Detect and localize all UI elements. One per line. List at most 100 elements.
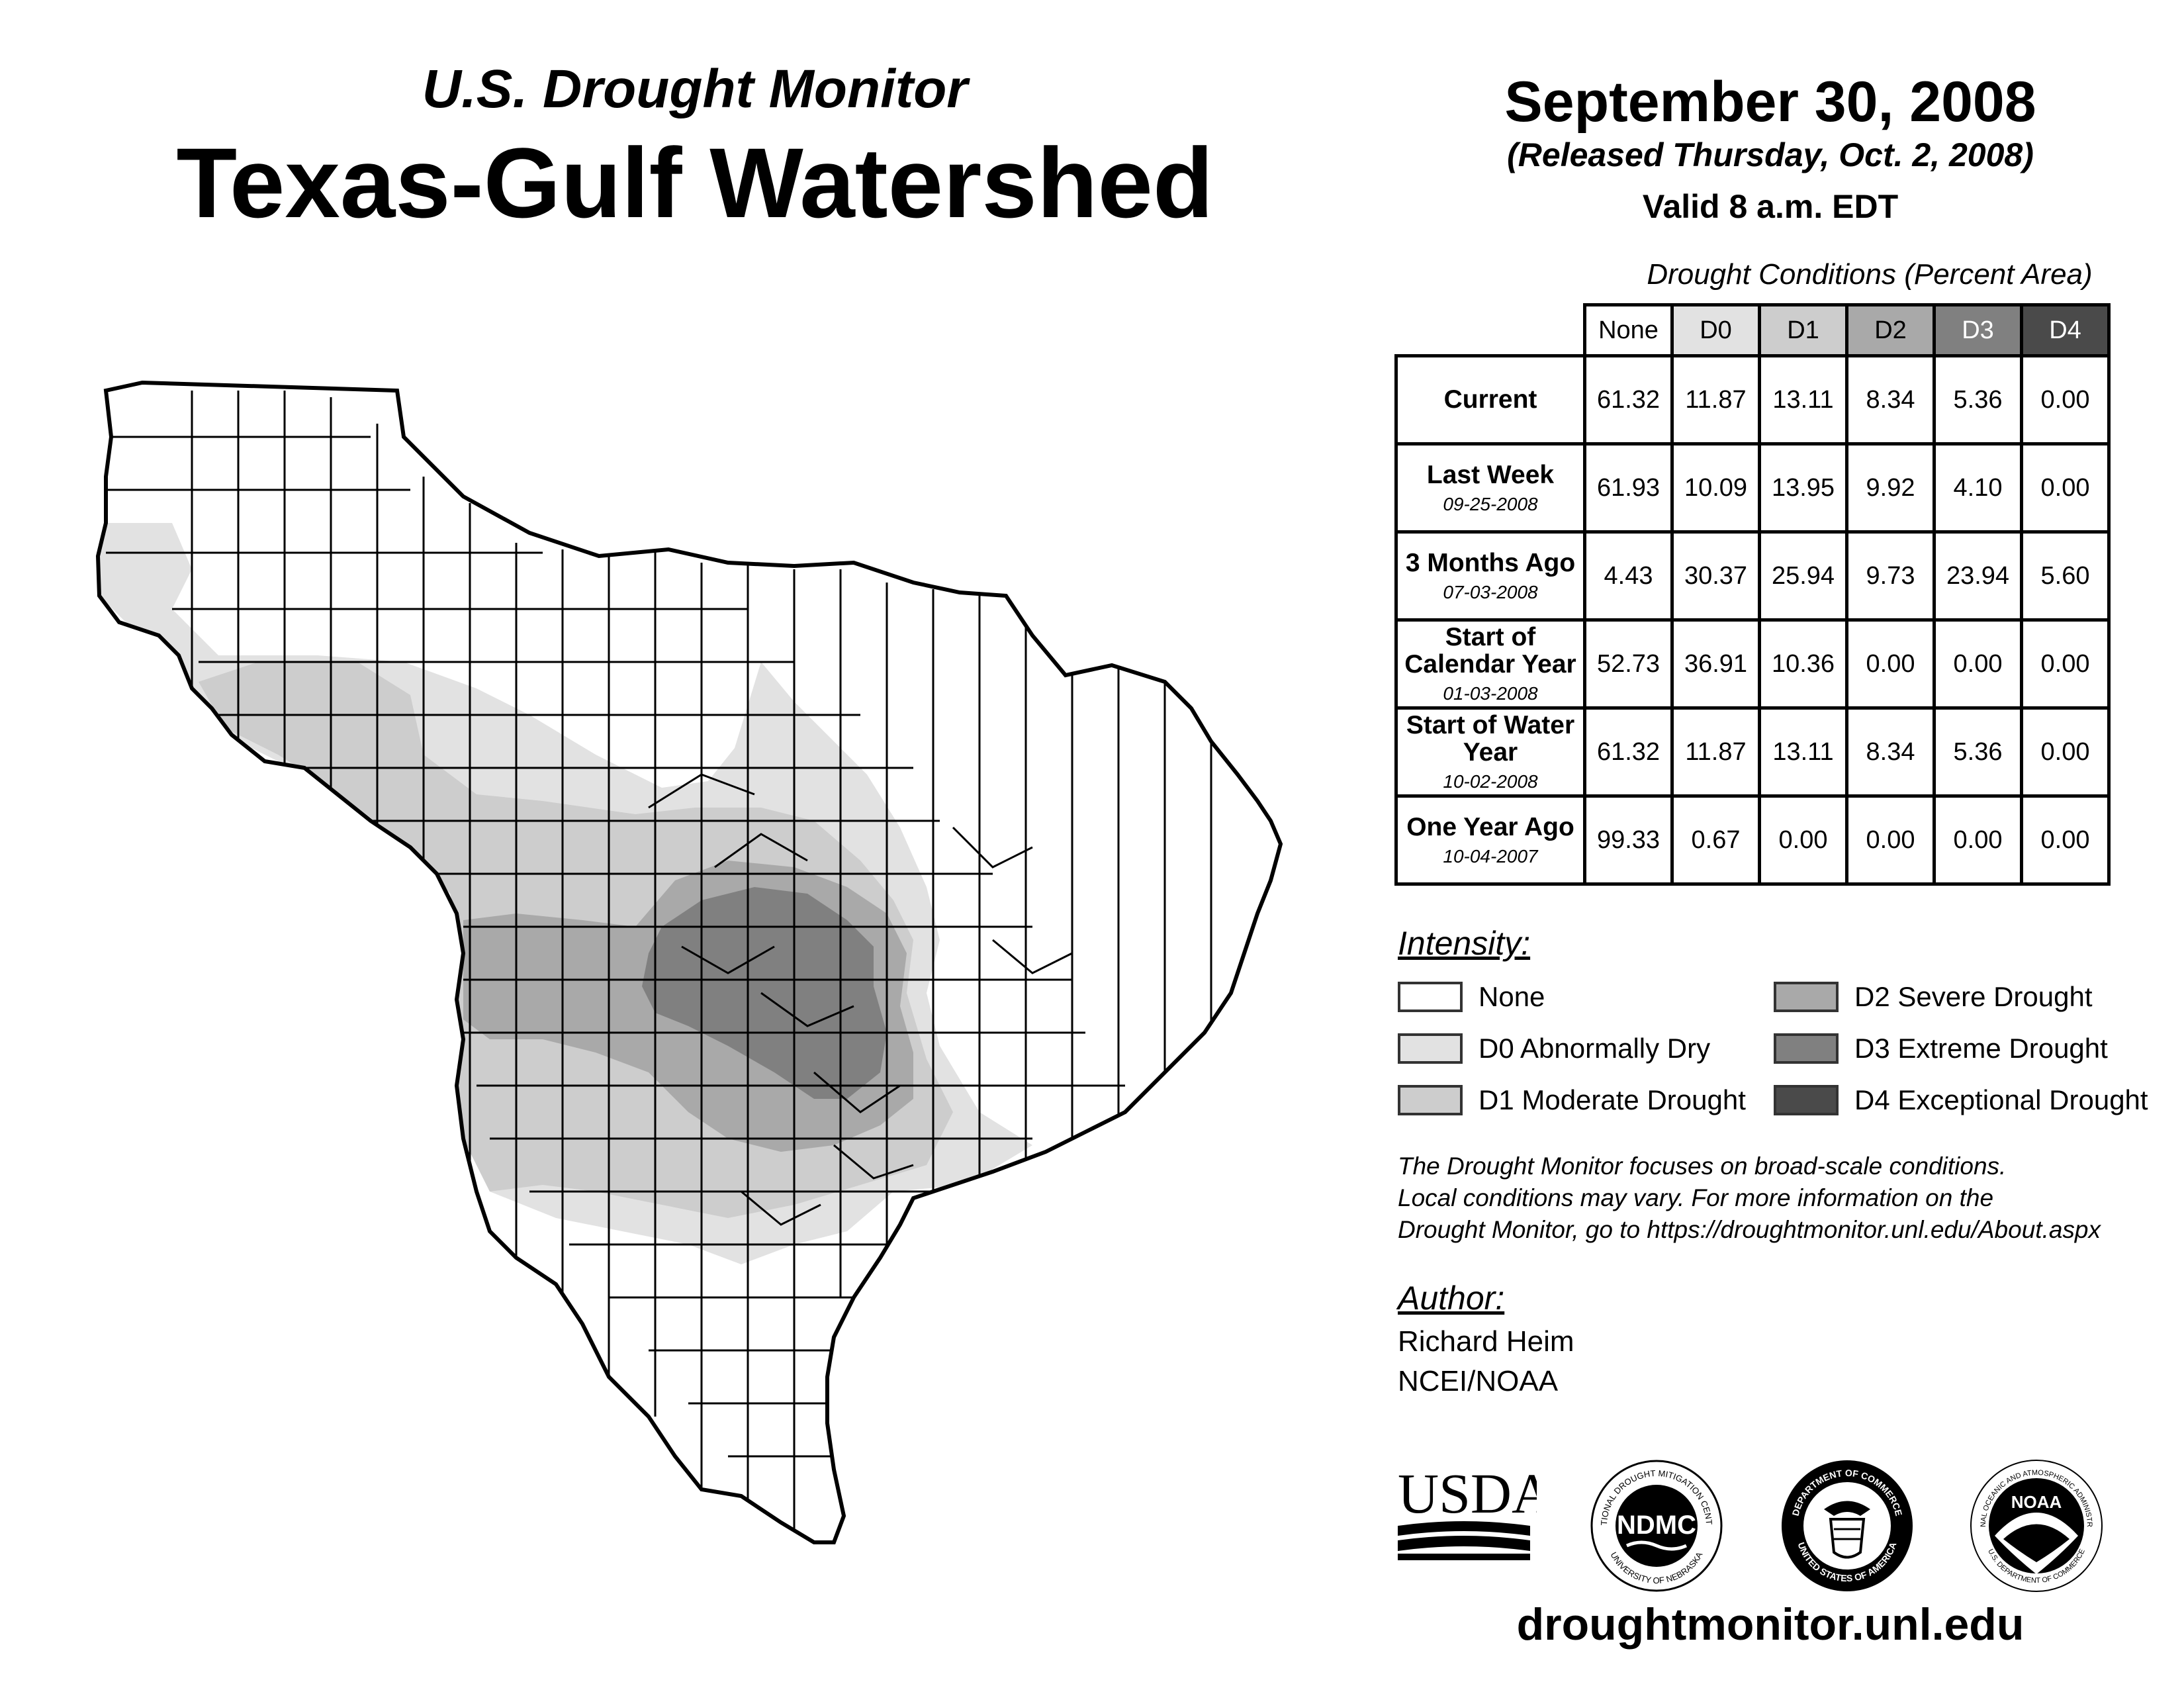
table-cell: 0.00 — [2020, 794, 2111, 886]
column-header-d3: D3 — [1933, 303, 2023, 357]
noaa-logo-text: NOAA — [2011, 1492, 2062, 1512]
row-label-text: Last Week — [1426, 460, 1555, 489]
table-row: Start of Water Year 10-02-2008 61.32 11.87 1… — [1394, 706, 2111, 798]
legend-item: D1 Moderate Drought — [1398, 1084, 1746, 1116]
table-cell: 0.67 — [1670, 794, 1761, 886]
table-cell: 8.34 — [1845, 706, 1936, 798]
author-heading: Author: — [1398, 1280, 1505, 1317]
legend-swatch — [1398, 1085, 1463, 1115]
table-cell: 0.00 — [2020, 442, 2111, 534]
table-cell: 0.00 — [1933, 794, 2023, 886]
county-boundaries — [106, 391, 1212, 1536]
row-label: 3 Months Ago 07-03-2008 — [1394, 530, 1586, 622]
table-cell: 0.00 — [1933, 618, 2023, 710]
table-row: One Year Ago 10-04-2007 99.33 0.67 0.00 0.00 0… — [1394, 794, 2111, 886]
table-cell: 0.00 — [1845, 794, 1936, 886]
column-header-d0: D0 — [1670, 303, 1761, 357]
table-cell: 11.87 — [1670, 354, 1761, 445]
table-cell: 13.95 — [1758, 442, 1848, 534]
legend-swatch — [1774, 1085, 1839, 1115]
row-label-text: 3 Months Ago — [1405, 548, 1576, 577]
table-cell: 4.10 — [1933, 442, 2023, 534]
table-cell: 5.60 — [2020, 530, 2111, 622]
release-date: (Released Thursday, Oct. 2, 2008) — [1507, 136, 2034, 173]
table-cell: 61.32 — [1583, 354, 1674, 445]
table-cell: 99.33 — [1583, 794, 1674, 886]
row-label: Current — [1394, 354, 1586, 445]
legend-label: None — [1479, 981, 1545, 1012]
table-cell: 10.36 — [1758, 618, 1848, 710]
valid-time: Valid 8 a.m. EDT — [1642, 188, 1899, 225]
author-org: NCEI/NOAA — [1398, 1365, 1559, 1397]
legend-label: D4 Exceptional Drought — [1854, 1084, 2148, 1115]
legend-swatch — [1774, 1033, 1839, 1064]
table-cell: 0.00 — [1845, 618, 1936, 710]
table-cell: 61.32 — [1583, 706, 1674, 798]
column-header-none: None — [1583, 303, 1674, 357]
usda-logo-text: USDA — [1398, 1462, 1537, 1525]
table-cell: 0.00 — [2020, 706, 2111, 798]
column-header-d2: D2 — [1845, 303, 1936, 357]
noaa-logo: NATIONAL OCEANIC AND ATMOSPHERIC ADMINIS… — [1967, 1456, 2103, 1592]
ndmc-logo-text: NDMC — [1617, 1511, 1696, 1540]
map-date: September 30, 2008 — [1504, 70, 2036, 134]
legend-swatch — [1398, 1033, 1463, 1064]
table-cell: 36.91 — [1670, 618, 1761, 710]
note-line: Local conditions may vary. For more info… — [1398, 1184, 1994, 1212]
d3-area — [642, 887, 887, 1099]
row-label: Last Week 09-25-2008 — [1394, 442, 1586, 534]
row-label: One Year Ago 10-04-2007 — [1394, 794, 1586, 886]
website-url[interactable]: droughtmonitor.unl.edu — [1516, 1599, 2025, 1650]
table-cell: 5.36 — [1933, 354, 2023, 445]
legend-swatch — [1774, 982, 1839, 1012]
table-cell: 61.93 — [1583, 442, 1674, 534]
legend-swatch — [1398, 982, 1463, 1012]
legend-label: D2 Severe Drought — [1854, 981, 2093, 1012]
table-cell: 9.92 — [1845, 442, 1936, 534]
column-header-d4: D4 — [2020, 303, 2111, 357]
legend-item: D4 Exceptional Drought — [1774, 1084, 2148, 1116]
watershed-map — [0, 0, 1390, 1688]
row-label: Start of Calendar Year 01-03-2008 — [1394, 618, 1586, 710]
row-date: 10-02-2008 — [1443, 771, 1538, 792]
table-cell: 4.43 — [1583, 530, 1674, 622]
row-label: Start of Water Year 10-02-2008 — [1394, 706, 1586, 798]
table-cell: 23.94 — [1933, 530, 2023, 622]
author-name: Richard Heim — [1398, 1325, 1574, 1358]
table-cell: 5.36 — [1933, 706, 2023, 798]
legend-item: D2 Severe Drought — [1774, 981, 2093, 1013]
table-cell: 10.09 — [1670, 442, 1761, 534]
table-header-row: None D0 D1 D2 D3 D4 — [1396, 303, 2111, 357]
row-label-text: Current — [1443, 385, 1537, 414]
row-label-text: Start of Calendar Year — [1404, 623, 1576, 679]
table-cell: 0.00 — [2020, 618, 2111, 710]
table-cell: 13.11 — [1758, 706, 1848, 798]
info-note: The Drought Monitor focuses on broad-sca… — [1398, 1150, 2159, 1246]
table-corner — [1396, 305, 1585, 356]
ndmc-logo: NATIONAL DROUGHT MITIGATION CENTER UNIVE… — [1587, 1456, 1723, 1592]
table-row: Last Week 09-25-2008 61.93 10.09 13.95 9.92 4.… — [1394, 442, 2111, 534]
table-cell: 25.94 — [1758, 530, 1848, 622]
map-title: Texas-Gulf Watershed — [176, 127, 1214, 238]
table-cell: 8.34 — [1845, 354, 1936, 445]
map-subtitle: U.S. Drought Monitor — [422, 59, 968, 119]
table-cell: 9.73 — [1845, 530, 1936, 622]
note-line: Drought Monitor, go to https://droughtmo… — [1398, 1216, 2101, 1244]
usda-logo: USDA — [1398, 1462, 1537, 1560]
row-label-text: Start of Water Year — [1406, 711, 1575, 767]
note-line: The Drought Monitor focuses on broad-sca… — [1398, 1152, 2007, 1180]
table-cell: 13.11 — [1758, 354, 1848, 445]
row-date: 01-03-2008 — [1443, 683, 1538, 704]
table-caption: Drought Conditions (Percent Area) — [1647, 258, 2093, 291]
row-date: 09-25-2008 — [1443, 493, 1538, 514]
table-row: Start of Calendar Year 01-03-2008 52.73 36.… — [1394, 618, 2111, 710]
table-cell: 0.00 — [2020, 354, 2111, 445]
row-label-text: One Year Ago — [1406, 812, 1574, 841]
legend-label: D3 Extreme Drought — [1854, 1033, 2108, 1064]
commerce-seal: DEPARTMENT OF COMMERCE UNITED STATES OF … — [1782, 1460, 1913, 1591]
row-date: 07-03-2008 — [1443, 581, 1538, 602]
legend-item: None — [1398, 981, 1545, 1013]
legend-label: D1 Moderate Drought — [1479, 1084, 1746, 1115]
table-cell: 52.73 — [1583, 618, 1674, 710]
table-cell: 11.87 — [1670, 706, 1761, 798]
